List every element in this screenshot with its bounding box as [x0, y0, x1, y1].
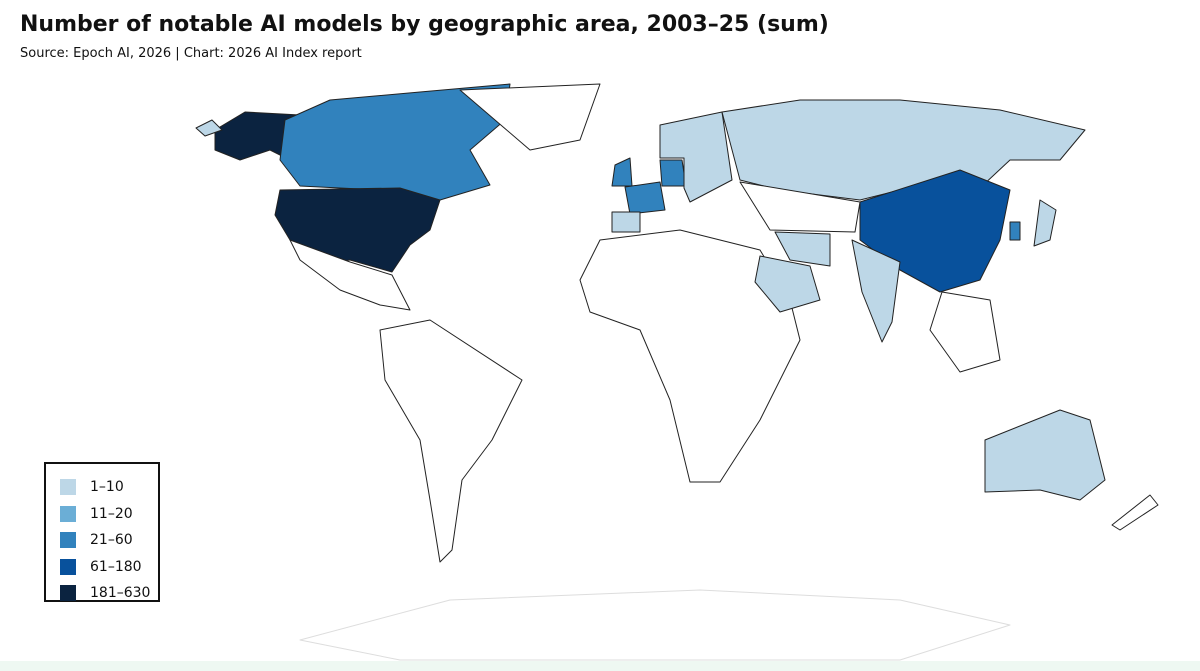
- south-america: [379, 319, 523, 563]
- legend-item: 61–180: [60, 554, 158, 581]
- legend-swatch: [60, 558, 76, 575]
- central-america: [289, 239, 411, 311]
- legend-swatch: [60, 479, 76, 496]
- central-asia: [739, 181, 861, 233]
- legend-label: 181–630: [90, 585, 151, 602]
- source: Source: Epoch AI, 2026 | Chart: 2026 AI …: [20, 46, 362, 61]
- legend-label: 11–20: [90, 505, 133, 522]
- legend-swatch: [60, 532, 76, 549]
- iceland: [195, 119, 223, 137]
- legend-item: 11–20: [60, 501, 158, 528]
- southeast-asia: [929, 291, 1001, 373]
- france: [624, 181, 666, 215]
- korea: [1009, 221, 1021, 241]
- legend-swatch: [60, 505, 76, 522]
- legend-label: 1–10: [90, 479, 124, 496]
- chart-title: Number of notable AI models by geographi…: [20, 12, 829, 37]
- alaska: [214, 111, 301, 161]
- australia: [984, 409, 1106, 501]
- legend-label: 21–60: [90, 532, 133, 549]
- uk: [611, 157, 633, 187]
- africa: [579, 229, 801, 483]
- greenland: [459, 83, 601, 151]
- new-zealand: [1111, 494, 1159, 531]
- iran: [774, 231, 831, 267]
- canada: [279, 83, 511, 211]
- legend-label: 61–180: [90, 558, 142, 575]
- russia: [721, 99, 1086, 201]
- india: [851, 239, 901, 343]
- footer-strip: [0, 661, 1200, 671]
- legend-item: 1–10: [60, 474, 158, 501]
- legend-item: 21–60: [60, 527, 158, 554]
- legend-swatch: [60, 585, 76, 602]
- japan: [1033, 199, 1057, 247]
- legend-item: 181–630: [60, 580, 158, 607]
- legend: 1–10 11–20 21–60 61–180 181–630: [44, 462, 160, 602]
- europe: [659, 111, 733, 203]
- saudi-arabia: [754, 255, 821, 313]
- antarctica: [299, 589, 1011, 661]
- iberia: [611, 211, 641, 233]
- germany: [659, 159, 687, 187]
